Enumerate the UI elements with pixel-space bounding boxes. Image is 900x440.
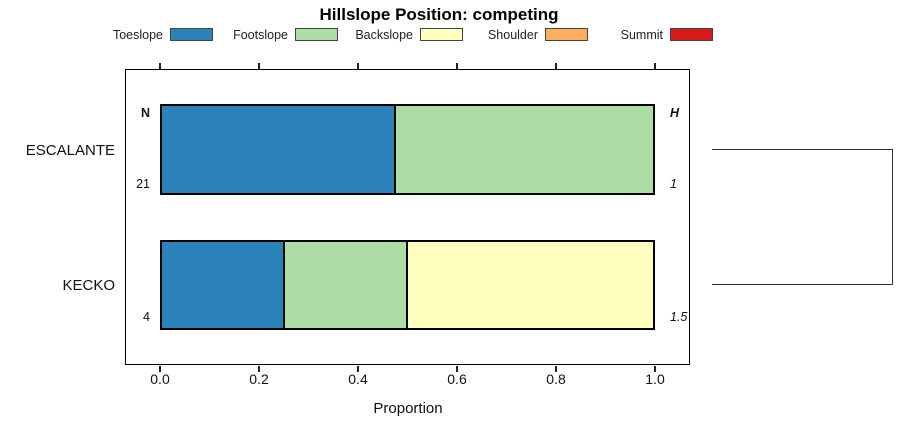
tick-bottom-icon [456, 365, 458, 372]
legend-swatch [670, 28, 713, 41]
bar-kecko [160, 240, 655, 330]
legend-item-summit: Summit [553, 26, 713, 43]
chart-title: Hillslope Position: competing [319, 5, 559, 24]
legend-swatch [545, 28, 588, 41]
legend-label: Backslope [355, 27, 413, 42]
tick-top-icon [654, 63, 656, 69]
h-column-header: H [670, 106, 680, 120]
x-tick-label: 0.6 [447, 371, 467, 387]
legend-swatch [420, 28, 463, 41]
legend-item-toeslope: Toeslope [53, 26, 213, 43]
tick-bottom-icon [159, 365, 161, 372]
x-tick-label: 0.2 [249, 371, 269, 387]
legend-swatch [170, 28, 213, 41]
tick-top-icon [258, 63, 260, 69]
h-value-escalante: 1 [670, 177, 677, 191]
x-tick-label: 0.8 [546, 371, 566, 387]
legend-item-backslope: Backslope [303, 26, 463, 43]
x-tick-label: 0.4 [348, 371, 368, 387]
legend-label: Toeslope [112, 27, 163, 42]
n-column-header: N [140, 106, 150, 120]
tick-top-icon [555, 63, 557, 69]
bar-segment-backslope [407, 242, 653, 328]
tick-bottom-icon [357, 365, 359, 372]
legend-label: Shoulder [487, 27, 538, 42]
legend-item-shoulder: Shoulder [428, 26, 588, 43]
legend-swatch [295, 28, 338, 41]
bar-segment-toeslope [162, 242, 285, 328]
bar-segment-footslope [284, 242, 408, 328]
row-label-escalante: ESCALANTE [25, 142, 115, 159]
n-value-kecko: 4 [143, 310, 150, 324]
tick-bottom-icon [555, 365, 557, 372]
bar-segment-toeslope [162, 106, 396, 193]
tick-bottom-icon [654, 365, 656, 372]
x-tick-label: 1.0 [645, 371, 665, 387]
n-value-escalante: 21 [136, 177, 150, 191]
dendrogram-bracket [712, 149, 893, 285]
h-value-kecko: 1.5 [670, 310, 688, 324]
tick-top-icon [456, 63, 458, 69]
row-label-kecko: KECKO [62, 277, 115, 294]
x-tick-label: 0.0 [150, 371, 170, 387]
tick-top-icon [159, 63, 161, 69]
bar-escalante [160, 104, 655, 195]
legend-label: Footslope [233, 27, 288, 42]
tick-top-icon [357, 63, 359, 69]
tick-bottom-icon [258, 365, 260, 372]
legend-item-footslope: Footslope [178, 26, 338, 43]
legend-label: Summit [620, 27, 663, 42]
x-axis-title: Proportion [373, 400, 443, 417]
bar-segment-footslope [395, 106, 653, 193]
